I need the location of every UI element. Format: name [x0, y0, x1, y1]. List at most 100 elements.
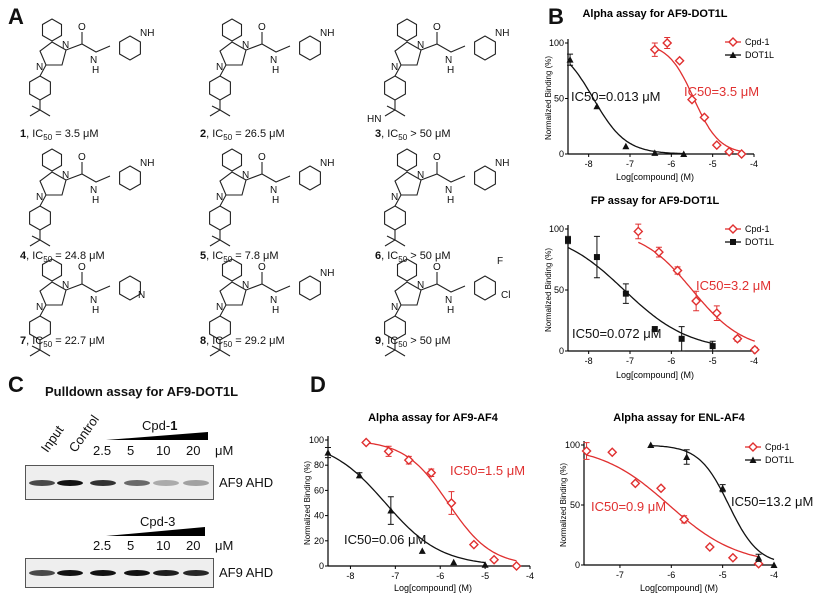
y-tick-label: 100 — [549, 224, 564, 234]
ic50-annotation: IC50=0.9 μM — [591, 499, 666, 514]
data-point — [653, 247, 664, 258]
ic50-sub: 50 — [43, 255, 53, 265]
atom-o: O — [258, 262, 266, 273]
data-point — [565, 236, 571, 243]
ic50-annotation: IC50=0.072 μM — [572, 326, 662, 341]
data-point — [450, 558, 458, 566]
panel-label-d: D — [310, 372, 326, 397]
atom-n: N — [242, 40, 249, 51]
x-axis-label: Log[compound] (M) — [616, 172, 694, 182]
atom-n: N — [391, 62, 398, 73]
x-tick-label: -7 — [391, 571, 399, 581]
ic50-value: = 24.8 μM — [52, 250, 105, 262]
atom-o: O — [433, 262, 441, 273]
data-point — [699, 112, 710, 123]
compound-number: 9 — [375, 335, 382, 347]
x-axis-label: Log[compound] (M) — [394, 583, 472, 593]
legend-label: Cpd-1 — [765, 442, 790, 452]
series-dot1l — [566, 53, 688, 157]
ic50-value: = 7.8 μM — [232, 250, 279, 262]
data-point — [630, 478, 641, 489]
x-tick-label: -7 — [626, 356, 634, 366]
blot-band — [124, 570, 150, 576]
ic50-sub: 50 — [43, 133, 53, 143]
blot2-protein-label: AF9 AHD — [219, 565, 274, 580]
unit-label: μM — [215, 443, 234, 458]
atom-o: O — [258, 152, 266, 163]
x-tick-label: -6 — [667, 356, 675, 366]
atom-n: N — [90, 55, 97, 66]
ic50-annotation: IC50=3.2 μM — [696, 278, 771, 293]
data-point — [674, 55, 685, 66]
ic50-sub: 50 — [223, 133, 233, 143]
ic50-prefix: IC — [32, 250, 44, 262]
atom-h: H — [447, 65, 454, 76]
series-cpd-1 — [633, 223, 760, 355]
fit-curve — [569, 64, 684, 155]
atom-nh: NH — [495, 158, 509, 169]
ic50-value: > 50 μM — [407, 335, 451, 347]
data-point — [387, 507, 395, 514]
blot-band — [57, 479, 83, 486]
ic50-prefix: IC — [387, 128, 399, 140]
atom-f: F — [497, 256, 503, 267]
chart-title: Alpha assay for AF9-AF4 — [368, 412, 499, 424]
series-dot1l — [324, 447, 489, 568]
compound-1: N N O N H NH — [10, 10, 185, 128]
ic50-value: = 26.5 μM — [232, 128, 285, 140]
panel-label-a: A — [8, 4, 24, 29]
y-tick-label: 100 — [565, 440, 580, 450]
compound-9: N N O N H F Cl — [365, 250, 540, 368]
series-cpd-1 — [581, 442, 764, 569]
y-tick-label: 100 — [309, 435, 324, 445]
atom-o: O — [78, 262, 86, 273]
y-axis-label: Normalized Binding (%) — [544, 248, 553, 332]
atom-n: N — [391, 192, 398, 203]
ic50-annotation: IC50=0.013 μM — [571, 89, 661, 104]
fit-curve — [650, 444, 775, 561]
blot-band — [29, 479, 55, 486]
atom-nh: NH — [140, 28, 154, 39]
data-point — [511, 561, 522, 571]
y-axis-label: Normalized Binding (%) — [544, 56, 553, 140]
y-tick-label: 40 — [314, 511, 324, 521]
y-tick-label: 0 — [319, 561, 324, 571]
pulldown-title: Pulldown assay for AF9-DOT1L — [45, 384, 239, 399]
atom-n: N — [242, 170, 249, 181]
data-point — [687, 94, 697, 105]
atom-n: N — [216, 62, 223, 73]
compound-label: 4, IC50 = 24.8 μM — [20, 250, 105, 265]
ic50-sub: 50 — [43, 340, 53, 350]
compound-3: N N O N H NH HN — [365, 10, 540, 128]
y-tick-label: 60 — [314, 485, 324, 495]
x-tick-label: -6 — [667, 159, 675, 169]
legend-marker — [729, 51, 737, 58]
compound-label: 9, IC50 > 50 μM — [375, 335, 451, 350]
atom-h: H — [92, 195, 99, 206]
atom-o: O — [433, 22, 441, 33]
blot-band — [153, 570, 179, 576]
legend-label: DOT1L — [765, 455, 794, 465]
data-point — [355, 471, 363, 479]
atom-o: O — [78, 22, 86, 33]
data-point — [749, 344, 760, 355]
data-point — [770, 561, 778, 568]
data-point — [633, 226, 644, 237]
data-point — [691, 295, 702, 306]
series-dot1l — [647, 441, 778, 568]
compound-8: N N O N H NH — [190, 250, 365, 368]
blot-cpd3 — [25, 558, 214, 588]
ic50-annotation: IC50=3.5 μM — [684, 84, 759, 99]
atom-n: N — [62, 280, 69, 291]
data-point — [651, 326, 658, 333]
y-tick-label: 50 — [570, 500, 580, 510]
ic50-sub: 50 — [223, 255, 233, 265]
atom-h: H — [272, 65, 279, 76]
data-point — [361, 437, 372, 448]
atom-o: O — [78, 152, 86, 163]
fit-curve — [327, 453, 486, 564]
